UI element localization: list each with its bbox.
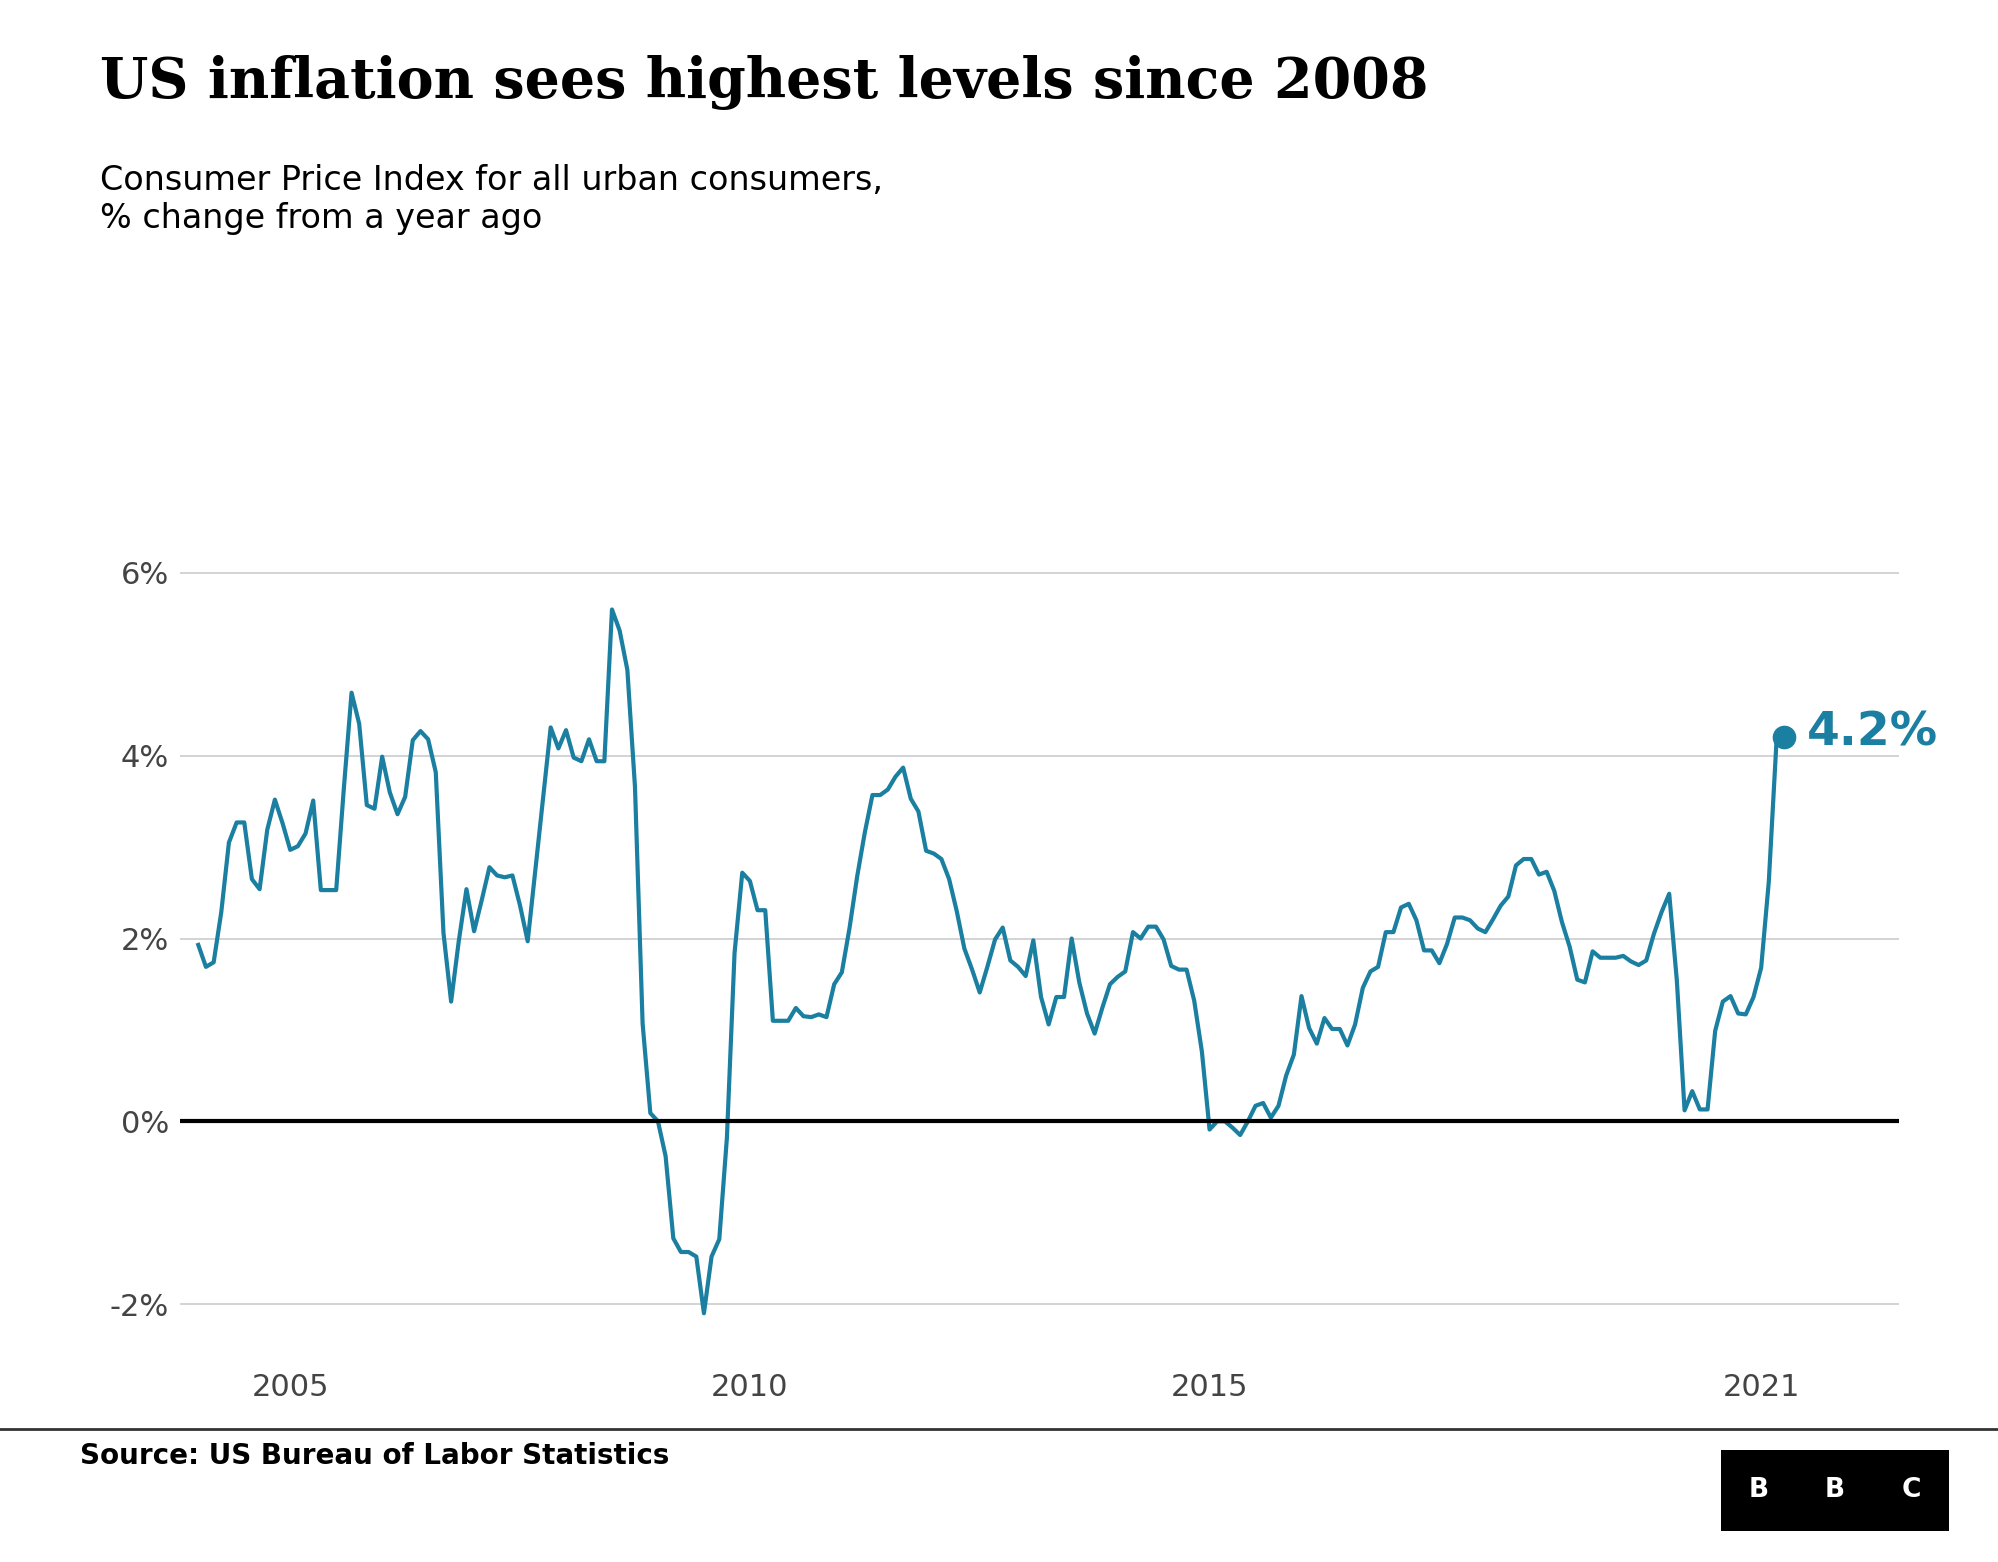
Text: B: B	[1748, 1478, 1768, 1503]
Text: B: B	[1824, 1478, 1844, 1503]
Text: 4.2%: 4.2%	[1806, 711, 1938, 756]
Text: C: C	[1900, 1478, 1920, 1503]
Text: Source: US Bureau of Labor Statistics: Source: US Bureau of Labor Statistics	[80, 1442, 669, 1470]
Text: US inflation sees highest levels since 2008: US inflation sees highest levels since 2…	[100, 55, 1429, 109]
Text: Consumer Price Index for all urban consumers,
% change from a year ago: Consumer Price Index for all urban consu…	[100, 164, 883, 236]
